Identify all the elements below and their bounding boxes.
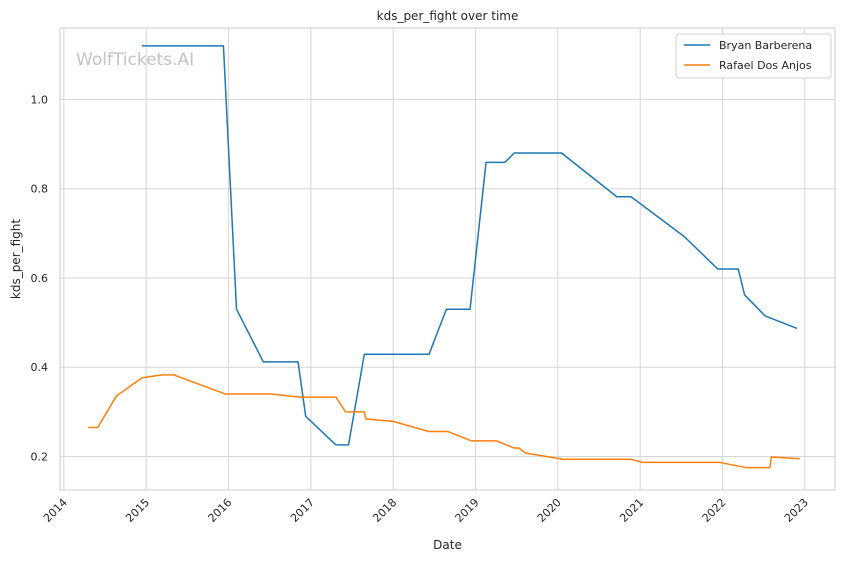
legend-label-0: Bryan Barberena <box>719 39 812 52</box>
chart-title: kds_per_fight over time <box>377 9 519 23</box>
legend-label-1: Rafael Dos Anjos <box>719 59 812 72</box>
y-tick-label: 0.4 <box>31 361 49 374</box>
series-line-0 <box>141 45 798 446</box>
x-axis-label: Date <box>433 538 462 552</box>
y-tick-label: 0.2 <box>31 451 49 464</box>
y-tick-label: 1.0 <box>31 93 49 106</box>
y-axis-label: kds_per_fight <box>9 219 23 300</box>
watermark: WolfTickets.AI <box>76 50 194 70</box>
legend: Bryan Barberena Rafael Dos Anjos <box>675 33 832 79</box>
y-tick-label: 0.6 <box>31 272 49 285</box>
plot-area-frame <box>59 27 836 491</box>
legend-box <box>675 33 832 79</box>
series-lines <box>88 45 800 469</box>
series-line-1 <box>88 374 800 469</box>
y-tick-label: 0.8 <box>31 183 49 196</box>
